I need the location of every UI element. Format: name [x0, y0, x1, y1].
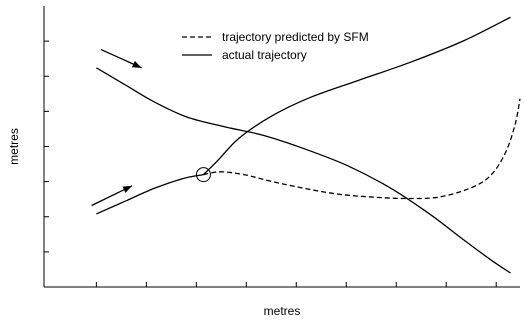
legend-label-predicted: trajectory predicted by SFM	[222, 30, 369, 44]
arrow-head-1	[122, 185, 133, 193]
series-line-1	[203, 16, 511, 176]
annotation-layer	[91, 48, 211, 207]
series-line-0	[203, 98, 521, 200]
legend: trajectory predicted by SFM actual traje…	[182, 30, 369, 62]
axes	[43, 6, 520, 288]
series-line-3	[96, 67, 511, 274]
x-ticks	[95, 282, 497, 287]
x-axis-label: metres	[264, 304, 301, 318]
y-ticks	[44, 40, 49, 253]
y-axis-label: metres	[7, 128, 21, 165]
branch-point-marker	[195, 167, 211, 183]
series-line-2	[96, 173, 204, 215]
series-layer	[96, 16, 521, 274]
legend-label-actual: actual trajectory	[222, 48, 307, 62]
arrow-head-0	[131, 60, 142, 68]
